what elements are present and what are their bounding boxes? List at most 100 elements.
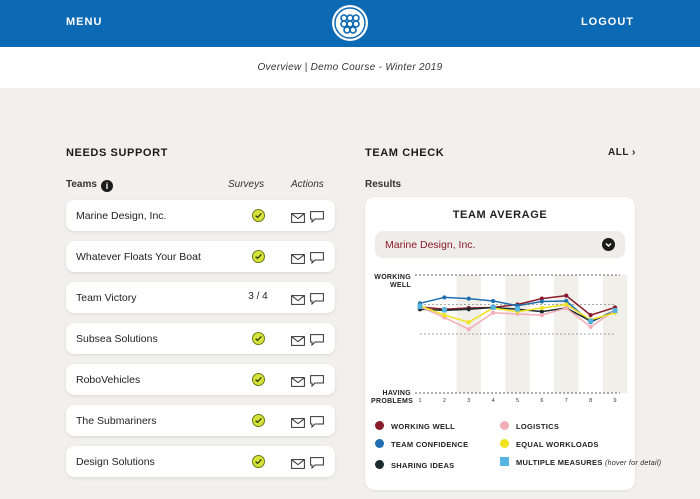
survey-complete-check-icon <box>251 209 265 222</box>
survey-complete-check-icon <box>251 373 265 386</box>
chat-icon[interactable] <box>310 415 324 433</box>
multiple-measures-marker <box>612 308 618 314</box>
series-point <box>539 309 544 314</box>
legend-multiple-measures-hint: (hover for detail) <box>605 460 662 467</box>
chat-icon[interactable] <box>310 251 324 269</box>
mail-icon[interactable] <box>291 374 305 392</box>
y-axis-top-line2: WELL <box>389 282 411 289</box>
breadcrumb-bar: Overview | Demo Course - Winter 2019 <box>0 47 700 88</box>
team-name[interactable]: RoboVehicles <box>76 374 141 386</box>
multiple-measures-marker <box>417 303 423 309</box>
legend-dot-team-confidence <box>375 439 384 448</box>
legend-label-multiple-measures: MULTIPLE MEASURES (hover for detail) <box>516 458 661 468</box>
survey-status: 3 / 4 <box>238 291 278 302</box>
team-row[interactable]: RoboVehicles <box>66 364 335 395</box>
mail-icon[interactable] <box>291 292 305 310</box>
x-tick-label: 4 <box>492 398 495 404</box>
team-name[interactable]: Marine Design, Inc. <box>76 210 167 222</box>
series-point <box>466 296 471 301</box>
team-check-title: TEAM CHECK <box>365 147 445 159</box>
team-select-value: Marine Design, Inc. <box>385 239 476 251</box>
legend-label-sharing-ideas: SHARING IDEAS <box>391 461 455 470</box>
chat-icon[interactable] <box>310 374 324 392</box>
survey-status <box>238 414 278 430</box>
teams-column-label: Teams <box>66 179 97 190</box>
surveys-column-header: Surveys <box>228 179 265 190</box>
series-point <box>539 299 544 304</box>
legend-dot-sharing-ideas <box>375 460 384 469</box>
x-tick-label: 8 <box>589 398 592 404</box>
menu-button[interactable]: MENU <box>66 16 103 28</box>
mail-icon[interactable] <box>291 251 305 269</box>
all-link-label: ALL <box>608 147 629 158</box>
legend-label-equal-workloads: EQUAL WORKLOADS <box>516 440 599 449</box>
team-select[interactable]: Marine Design, Inc. <box>375 231 625 258</box>
team-row[interactable]: Design Solutions <box>66 446 335 477</box>
series-point <box>491 310 496 315</box>
legend-multiple-measures-text: MULTIPLE MEASURES <box>516 458 603 467</box>
mail-icon[interactable] <box>291 456 305 474</box>
multiple-measures-marker <box>515 306 520 312</box>
chart-band <box>602 275 628 393</box>
y-axis-top-label: WORKING WELL <box>371 274 411 290</box>
team-name[interactable]: Team Victory <box>76 292 137 304</box>
y-axis-bottom-label: HAVING PROBLEMS <box>371 390 414 406</box>
team-row[interactable]: Whatever Floats Your Boat <box>66 241 335 272</box>
team-row[interactable]: The Submariners <box>66 405 335 436</box>
teams-column-header: Teams i <box>66 179 113 192</box>
logout-button[interactable]: LOGOUT <box>580 16 634 28</box>
survey-complete-check-icon <box>251 455 265 468</box>
team-name[interactable]: Design Solutions <box>76 456 155 468</box>
info-icon[interactable]: i <box>100 180 113 192</box>
legend-label-team-confidence: TEAM CONFIDENCE <box>391 440 469 449</box>
x-tick-label: 1 <box>418 398 421 404</box>
survey-status <box>238 455 278 471</box>
survey-complete-check-icon <box>251 250 265 263</box>
chat-icon[interactable] <box>310 333 324 351</box>
legend-square-multiple-measures <box>500 457 509 466</box>
breadcrumb: Overview | Demo Course - Winter 2019 <box>257 62 443 73</box>
y-axis-top-line1: WORKING <box>374 274 411 281</box>
x-tick-label: 5 <box>516 398 519 404</box>
series-point <box>442 313 447 318</box>
all-link[interactable]: ALL › <box>608 147 636 158</box>
team-name[interactable]: Subsea Solutions <box>76 333 158 345</box>
multiple-measures-marker <box>441 307 447 313</box>
mail-icon[interactable] <box>291 333 305 351</box>
team-name[interactable]: Whatever Floats Your Boat <box>76 251 201 263</box>
legend-dot-logistics <box>500 421 509 430</box>
series-point <box>539 313 544 318</box>
team-row[interactable]: Subsea Solutions <box>66 323 335 354</box>
series-point <box>564 298 569 304</box>
x-tick-label: 6 <box>540 398 543 404</box>
chat-icon[interactable] <box>310 292 324 310</box>
team-row[interactable]: Team Victory 3 / 4 <box>66 282 335 313</box>
chat-icon[interactable] <box>310 456 324 474</box>
x-tick-label: 7 <box>565 398 568 404</box>
survey-status <box>238 373 278 389</box>
chevron-right-icon: › <box>631 147 636 158</box>
series-point <box>588 313 593 318</box>
mail-icon[interactable] <box>291 210 305 228</box>
legend-dot-equal-workloads <box>500 439 509 448</box>
actions-column-header: Actions <box>291 179 324 190</box>
y-axis-bottom-line2: PROBLEMS <box>371 398 414 405</box>
team-average-chart: 1 2 3 4 5 6 7 8 9 <box>415 274 628 404</box>
multiple-measures-marker <box>490 304 496 310</box>
survey-complete-check-icon <box>251 414 265 427</box>
team-row[interactable]: Marine Design, Inc. <box>66 200 335 231</box>
survey-complete-check-icon <box>251 332 265 345</box>
multiple-measures-marker <box>588 318 594 324</box>
teams-logo-icon[interactable] <box>332 5 368 41</box>
mail-icon[interactable] <box>291 415 305 433</box>
survey-progress: 3 / 4 <box>248 291 268 302</box>
survey-status <box>238 332 278 348</box>
x-tick-label: 2 <box>443 398 446 404</box>
team-name[interactable]: The Submariners <box>76 415 157 427</box>
series-point <box>442 295 447 300</box>
team-average-card: TEAM AVERAGE Marine Design, Inc. WORKING… <box>365 197 661 490</box>
chat-icon[interactable] <box>310 210 324 228</box>
legend-label-working-well: WORKING WELL <box>391 422 456 431</box>
series-point <box>466 320 471 325</box>
series-point <box>539 296 544 301</box>
